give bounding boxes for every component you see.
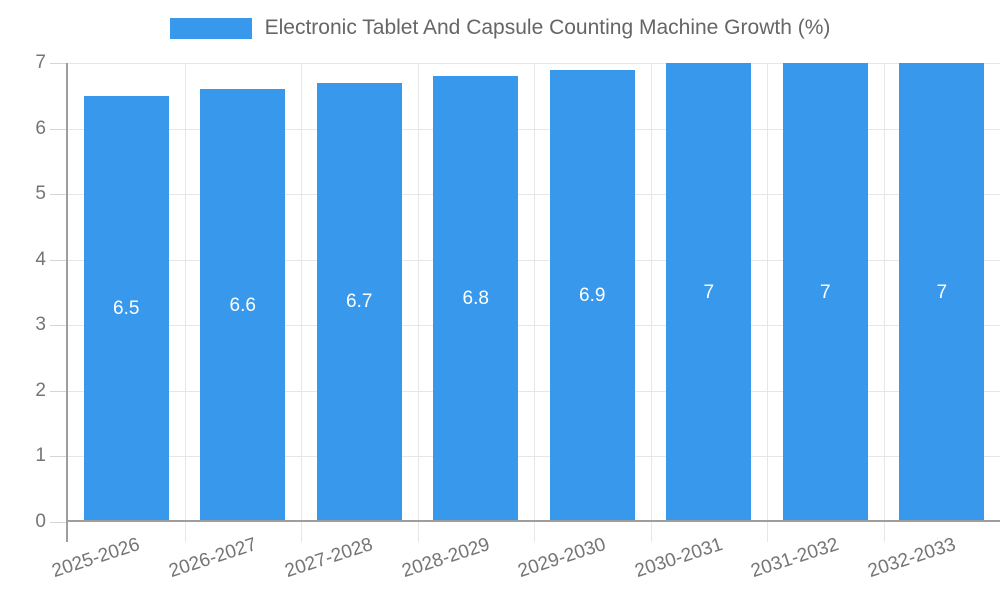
x-axis-tick-label: 2028-2029 xyxy=(399,534,493,583)
y-axis-tick-label: 4 xyxy=(35,248,46,270)
x-axis-tick-label: 2031-2032 xyxy=(748,534,842,583)
gridline-vertical xyxy=(767,63,768,542)
x-axis-tick-label: 2027-2028 xyxy=(282,534,376,583)
gridline-vertical xyxy=(534,63,535,542)
y-axis-tick-label: 2 xyxy=(35,379,46,401)
x-axis-tick-label: 2029-2030 xyxy=(515,534,609,583)
bar: 7 xyxy=(899,63,985,522)
y-axis-line xyxy=(66,63,68,542)
bar-value-label: 7 xyxy=(936,281,948,303)
plot-area: 0 1 2 3 4 5 6 7 6.5 2025-2026 6.6 2026-2027 6.7 2027-… xyxy=(35,52,1000,582)
y-axis-tick-label: 7 xyxy=(35,52,46,73)
y-tick-mark xyxy=(50,194,68,196)
y-axis-tick-label: 5 xyxy=(35,183,46,205)
bar: 6.6 xyxy=(200,89,286,522)
bar-value-label: 6.8 xyxy=(462,288,489,310)
legend-swatch xyxy=(169,17,252,39)
y-axis-tick-label: 6 xyxy=(35,117,46,139)
gridline-vertical xyxy=(301,63,302,542)
bar-value-label: 7 xyxy=(703,281,715,303)
bar-value-label: 6.6 xyxy=(229,294,256,316)
x-axis-tick-label: 2025-2026 xyxy=(49,534,143,583)
y-tick-mark xyxy=(50,390,68,392)
y-axis-tick-label: 0 xyxy=(35,511,46,532)
x-axis-tick-label: 2032-2033 xyxy=(865,534,959,583)
x-axis-line xyxy=(68,520,1000,522)
y-tick-mark xyxy=(50,259,68,261)
y-axis-tick-label: 3 xyxy=(35,314,46,336)
y-tick-mark xyxy=(50,128,68,130)
y-axis-tick-label: 1 xyxy=(35,445,46,467)
gridline-vertical xyxy=(417,63,419,542)
gridline-vertical xyxy=(883,63,885,542)
bar-value-label: 7 xyxy=(819,281,831,303)
y-tick-mark xyxy=(50,456,68,458)
y-tick-mark xyxy=(50,325,68,327)
bar-value-label: 6.7 xyxy=(346,291,373,313)
bar: 6.8 xyxy=(433,76,519,522)
bar: 6.5 xyxy=(83,95,169,522)
x-axis-tick-label: 2026-2027 xyxy=(166,534,260,583)
bar-value-label: 6.5 xyxy=(113,297,140,319)
gridline-vertical xyxy=(650,63,652,542)
chart-legend: Electronic Tablet And Capsule Counting M… xyxy=(0,16,1000,40)
legend-item[interactable]: Electronic Tablet And Capsule Counting M… xyxy=(169,16,831,40)
legend-label: Electronic Tablet And Capsule Counting M… xyxy=(264,16,831,39)
gridline-vertical xyxy=(184,63,186,542)
bar: 7 xyxy=(782,63,868,522)
bar: 6.9 xyxy=(549,69,635,522)
bar-value-label: 6.9 xyxy=(579,284,606,306)
x-axis-tick-label: 2030-2031 xyxy=(632,534,726,583)
y-tick-mark xyxy=(50,63,68,64)
y-tick-mark xyxy=(50,522,68,523)
bar: 6.7 xyxy=(316,82,402,522)
bar: 7 xyxy=(666,63,752,522)
